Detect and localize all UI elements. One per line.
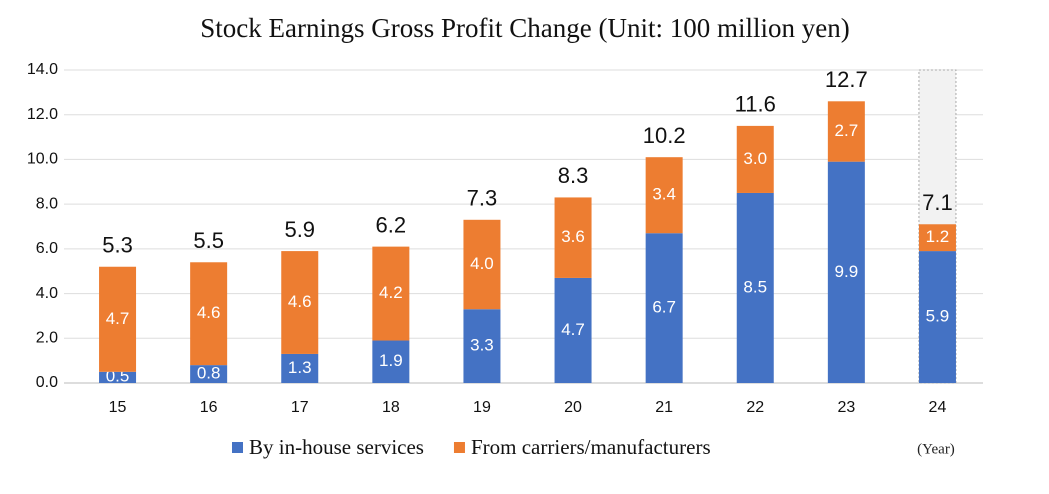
chart-title: Stock Earnings Gross Profit Change (Unit… — [200, 13, 849, 43]
y-tick-label: 14.0 — [27, 61, 58, 78]
segment-label: 6.7 — [652, 298, 676, 317]
bar-segment — [645, 157, 683, 234]
total-label: 7.3 — [467, 186, 498, 211]
segment-label: 4.7 — [106, 309, 130, 328]
segment-label: 4.7 — [561, 320, 585, 339]
segment-label: 1.3 — [288, 358, 312, 377]
y-tick-label: 4.0 — [36, 285, 58, 302]
bar-segment — [736, 125, 774, 193]
segment-label: 3.6 — [561, 227, 585, 246]
bar-segment — [99, 266, 137, 372]
x-tick-label: 23 — [837, 399, 855, 416]
segment-label: 4.6 — [288, 292, 312, 311]
y-tick-label: 6.0 — [36, 240, 58, 257]
segment-label: 2.7 — [835, 121, 859, 140]
total-label: 12.7 — [825, 67, 868, 92]
total-label: 11.6 — [735, 92, 776, 117]
segment-label: 5.9 — [926, 307, 950, 326]
bar-segment — [918, 251, 956, 383]
segment-label: 9.9 — [835, 262, 859, 281]
segment-label: 4.6 — [197, 303, 221, 322]
segment-label: 4.0 — [470, 254, 494, 273]
bar-segment — [372, 246, 410, 341]
bar-segment — [463, 219, 501, 310]
total-label: 6.2 — [376, 212, 407, 237]
bar-segment — [827, 161, 865, 383]
y-tick-label: 2.0 — [36, 330, 58, 347]
segment-label: 8.5 — [743, 277, 767, 296]
segment-label: 1.2 — [926, 227, 950, 246]
total-label: 8.3 — [558, 163, 589, 188]
total-label: 5.5 — [193, 228, 224, 253]
x-tick-label: 19 — [473, 399, 491, 416]
bar-segment — [645, 233, 683, 383]
y-tick-label: 10.0 — [27, 151, 58, 168]
segment-label: 4.2 — [379, 283, 403, 302]
x-tick-label: 22 — [746, 399, 764, 416]
x-tick-label: 15 — [109, 399, 127, 416]
legend-label: From carriers/manufacturers — [471, 435, 711, 459]
x-tick-label: 16 — [200, 399, 218, 416]
segment-label: 0.8 — [197, 364, 221, 383]
x-tick-label: 17 — [291, 399, 309, 416]
bar-segment — [190, 365, 228, 383]
total-label: 5.3 — [102, 233, 133, 258]
x-tick-label: 21 — [655, 399, 673, 416]
x-tick-label: 18 — [382, 399, 400, 416]
bar-segment — [99, 371, 137, 383]
bar-segment — [736, 192, 774, 383]
legend-swatch — [453, 442, 465, 453]
segment-label: 1.9 — [379, 351, 403, 370]
bar-segment — [554, 277, 592, 383]
y-tick-label: 12.0 — [27, 106, 58, 123]
bar-segment — [918, 224, 956, 252]
total-label: 5.9 — [284, 217, 315, 242]
y-tick-label: 8.0 — [36, 195, 58, 212]
segment-label: 3.0 — [743, 149, 767, 168]
bar-segment — [372, 340, 410, 383]
x-unit: (Year) — [917, 441, 955, 457]
x-tick-label: 24 — [929, 399, 947, 416]
legend-label: By in-house services — [249, 435, 424, 459]
bar-segment — [827, 101, 865, 162]
x-tick-label: 20 — [564, 399, 582, 416]
segment-label: 3.3 — [470, 336, 494, 355]
segment-label: 3.4 — [652, 185, 676, 204]
bar-segment — [554, 197, 592, 278]
bar-segment — [190, 262, 228, 366]
total-label: 7.1 — [922, 190, 953, 215]
bar-segment — [463, 309, 501, 383]
legend-swatch — [232, 442, 243, 453]
total-label: 10.2 — [643, 123, 686, 148]
bar-segment — [281, 251, 319, 354]
bar-segment — [281, 353, 319, 383]
y-tick-label: 0.0 — [36, 374, 58, 391]
